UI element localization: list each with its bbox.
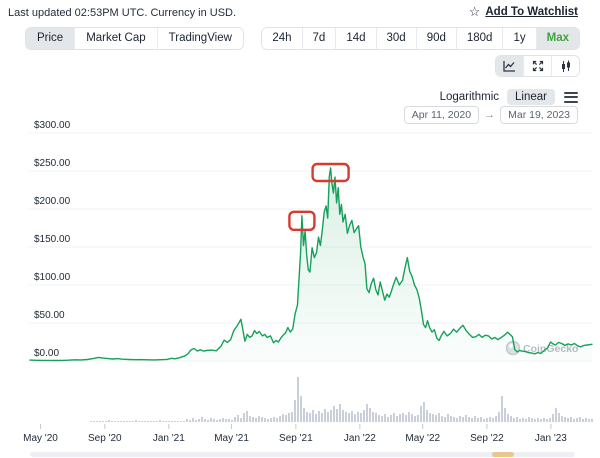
range-7d[interactable]: 7d xyxy=(301,28,336,49)
svg-text:$300.00: $300.00 xyxy=(34,120,71,131)
nov-2021-ath-box xyxy=(311,162,350,183)
svg-text:May '22: May '22 xyxy=(405,433,440,444)
range-max[interactable]: Max xyxy=(535,28,579,49)
svg-text:May '20: May '20 xyxy=(23,433,58,444)
svg-text:Sep '21: Sep '21 xyxy=(279,433,313,444)
range-180d[interactable]: 180d xyxy=(455,28,503,49)
candlestick-icon xyxy=(561,60,570,72)
fullscreen-icon xyxy=(532,60,543,72)
scale-logarithmic-option[interactable]: Logarithmic xyxy=(439,91,500,103)
svg-text:$100.00: $100.00 xyxy=(34,272,71,283)
range-30d[interactable]: 30d xyxy=(375,28,416,49)
start-date-input[interactable]: Apr 11, 2020 xyxy=(403,106,480,124)
tab-price[interactable]: Price xyxy=(26,28,75,49)
svg-text:Sep '20: Sep '20 xyxy=(88,433,122,444)
menu-icon[interactable] xyxy=(564,91,578,103)
svg-text:Jan '21: Jan '21 xyxy=(153,433,185,444)
candlestick-view-button[interactable] xyxy=(551,56,579,76)
line-chart-icon xyxy=(503,60,515,72)
range-90d[interactable]: 90d xyxy=(415,28,456,49)
fullscreen-view-button[interactable] xyxy=(523,56,551,76)
scale-linear-option[interactable]: Linear xyxy=(507,89,555,105)
date-range-arrow-icon: → xyxy=(484,109,496,121)
range-1y[interactable]: 1y xyxy=(502,28,536,49)
tab-market-cap[interactable]: Market Cap xyxy=(74,28,157,49)
svg-text:Sep '22: Sep '22 xyxy=(470,433,504,444)
date-range-picker: Apr 11, 2020 → Mar 19, 2023 xyxy=(403,106,578,124)
svg-text:$200.00: $200.00 xyxy=(34,196,71,207)
scale-toggle: Logarithmic Linear xyxy=(440,89,578,105)
time-range-selector: 24h 7d 14d 30d 90d 180d 1y Max xyxy=(261,27,580,50)
range-24h[interactable]: 24h xyxy=(262,28,302,49)
svg-text:$150.00: $150.00 xyxy=(34,234,71,245)
svg-text:Jan '22: Jan '22 xyxy=(344,433,376,444)
scrollbar-thumb[interactable] xyxy=(492,452,514,457)
add-to-watchlist-label: Add To Watchlist xyxy=(485,5,578,18)
chart-view-toolbar xyxy=(495,55,580,77)
svg-text:$250.00: $250.00 xyxy=(34,158,71,169)
star-icon: ☆ xyxy=(468,4,481,19)
line-chart-view-button[interactable] xyxy=(496,56,523,76)
end-date-input[interactable]: Mar 19, 2023 xyxy=(500,106,578,124)
svg-text:Jan '23: Jan '23 xyxy=(535,433,567,444)
sep-2021-peak-box xyxy=(288,210,316,232)
range-14d[interactable]: 14d xyxy=(335,28,376,49)
add-to-watchlist-button[interactable]: ☆ Add To Watchlist xyxy=(469,5,578,18)
svg-text:$0.00: $0.00 xyxy=(34,348,59,359)
svg-text:May '21: May '21 xyxy=(214,433,249,444)
horizontal-scrollbar[interactable] xyxy=(30,452,575,457)
last-updated-text: Last updated 02:53PM UTC. Currency in US… xyxy=(8,7,237,19)
svg-text:$50.00: $50.00 xyxy=(34,310,65,321)
tab-tradingview[interactable]: TradingView xyxy=(156,28,243,49)
chart-type-tabs: Price Market Cap TradingView xyxy=(25,27,244,50)
